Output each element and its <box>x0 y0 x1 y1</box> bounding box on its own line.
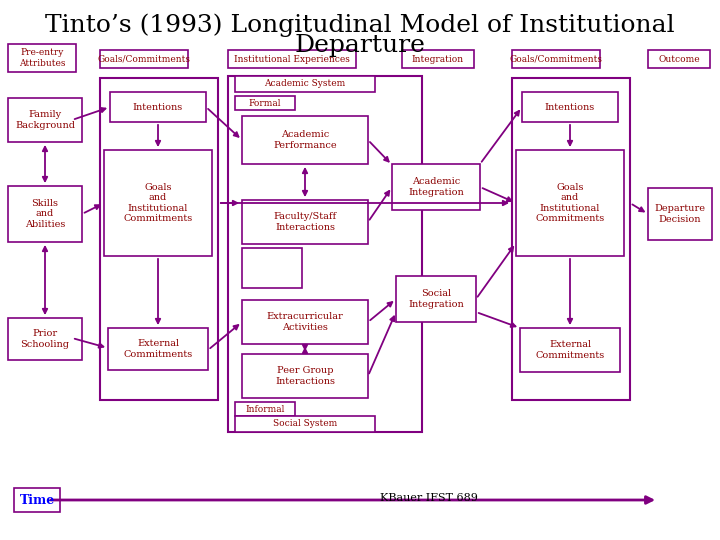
Text: Academic System: Academic System <box>264 79 346 89</box>
Text: Family
Background: Family Background <box>15 110 75 130</box>
Text: Informal: Informal <box>246 404 284 414</box>
Text: Intentions: Intentions <box>545 103 595 111</box>
FancyBboxPatch shape <box>235 416 375 432</box>
FancyBboxPatch shape <box>648 188 712 240</box>
Text: External
Commitments: External Commitments <box>536 340 605 360</box>
FancyBboxPatch shape <box>648 50 710 68</box>
Text: Formal: Formal <box>248 98 282 107</box>
FancyBboxPatch shape <box>108 328 208 370</box>
FancyBboxPatch shape <box>396 276 476 322</box>
Text: Integration: Integration <box>412 55 464 64</box>
Text: Academic
Performance: Academic Performance <box>273 130 337 150</box>
Text: Skills
and
Abilities: Skills and Abilities <box>24 199 66 229</box>
FancyBboxPatch shape <box>8 186 82 242</box>
FancyBboxPatch shape <box>520 328 620 372</box>
FancyBboxPatch shape <box>242 116 368 164</box>
FancyBboxPatch shape <box>235 402 295 416</box>
Text: Outcome: Outcome <box>658 55 700 64</box>
Text: Academic
Integration: Academic Integration <box>408 177 464 197</box>
Text: Social System: Social System <box>273 420 337 429</box>
FancyBboxPatch shape <box>235 96 295 110</box>
Text: Peer Group
Interactions: Peer Group Interactions <box>275 366 335 386</box>
Text: Extracurricular
Activities: Extracurricular Activities <box>266 312 343 332</box>
FancyBboxPatch shape <box>516 150 624 256</box>
FancyBboxPatch shape <box>242 200 368 244</box>
FancyBboxPatch shape <box>242 248 302 288</box>
FancyBboxPatch shape <box>242 300 368 344</box>
Text: Time: Time <box>19 494 55 507</box>
Text: Departure: Departure <box>294 34 426 57</box>
FancyBboxPatch shape <box>110 92 206 122</box>
Text: Institutional Experiences: Institutional Experiences <box>234 55 350 64</box>
FancyBboxPatch shape <box>235 76 375 92</box>
Text: External
Commitments: External Commitments <box>123 339 193 359</box>
FancyBboxPatch shape <box>228 50 356 68</box>
FancyBboxPatch shape <box>522 92 618 122</box>
FancyBboxPatch shape <box>8 318 82 360</box>
FancyBboxPatch shape <box>8 44 76 72</box>
Text: Goals
and
Institutional
Commitments: Goals and Institutional Commitments <box>123 183 193 223</box>
Text: Social
Integration: Social Integration <box>408 289 464 309</box>
FancyBboxPatch shape <box>512 50 600 68</box>
Text: Pre-entry
Attributes: Pre-entry Attributes <box>19 48 66 68</box>
Text: Tinto’s (1993) Longitudinal Model of Institutional: Tinto’s (1993) Longitudinal Model of Ins… <box>45 13 675 37</box>
Text: Departure
Decision: Departure Decision <box>654 204 706 224</box>
FancyBboxPatch shape <box>14 488 60 512</box>
FancyBboxPatch shape <box>402 50 474 68</box>
Text: Goals
and
Institutional
Commitments: Goals and Institutional Commitments <box>536 183 605 223</box>
Text: Prior
Schooling: Prior Schooling <box>20 329 70 349</box>
FancyBboxPatch shape <box>242 354 368 398</box>
FancyBboxPatch shape <box>392 164 480 210</box>
Text: Goals/Commitments: Goals/Commitments <box>510 55 603 64</box>
Text: Faculty/Staff
Interactions: Faculty/Staff Interactions <box>274 212 336 232</box>
FancyBboxPatch shape <box>8 98 82 142</box>
Text: KBauer IFST 689: KBauer IFST 689 <box>380 493 478 503</box>
Text: Intentions: Intentions <box>133 103 183 111</box>
FancyBboxPatch shape <box>100 50 188 68</box>
Text: Goals/Commitments: Goals/Commitments <box>97 55 191 64</box>
FancyBboxPatch shape <box>104 150 212 256</box>
